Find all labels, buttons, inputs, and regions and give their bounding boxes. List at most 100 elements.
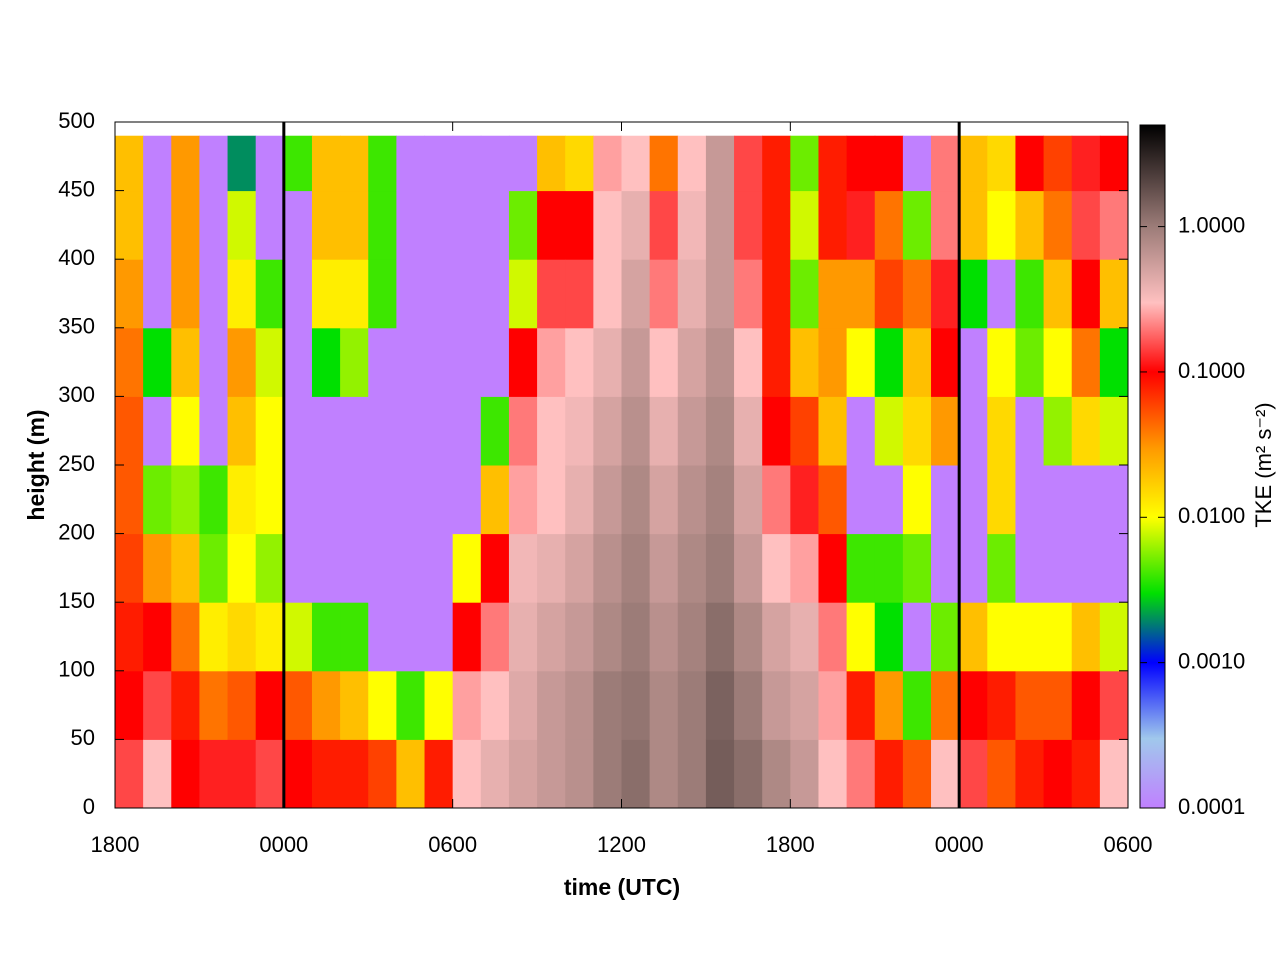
heatmap-cell xyxy=(255,190,285,260)
heatmap-cell xyxy=(874,465,904,535)
heatmap-cell xyxy=(480,465,510,535)
heatmap-cell xyxy=(396,465,426,535)
heatmap-cell xyxy=(846,602,876,672)
heatmap-cell xyxy=(593,602,622,672)
heatmap-cell xyxy=(283,259,313,329)
heatmap-cell xyxy=(452,190,482,260)
heatmap-cell xyxy=(621,670,651,740)
heatmap-cell xyxy=(790,135,819,192)
heatmap-cell xyxy=(677,327,707,397)
heatmap-cell xyxy=(283,739,313,809)
heatmap-cell xyxy=(508,396,538,466)
heatmap-cell xyxy=(1043,190,1073,260)
heatmap-cell xyxy=(987,259,1016,329)
heatmap-cell xyxy=(705,602,735,672)
heatmap-cell xyxy=(734,739,763,809)
heatmap-cell xyxy=(762,602,791,672)
heatmap-cell xyxy=(143,465,172,535)
heatmap-cell xyxy=(734,465,763,535)
heatmap-cell xyxy=(143,190,172,260)
heatmap-cell xyxy=(1043,670,1073,740)
heatmap-cell xyxy=(143,135,172,192)
y-tick-label: 100 xyxy=(58,657,95,682)
heatmap-cell xyxy=(283,396,313,466)
heatmap-cell xyxy=(734,135,763,192)
heatmap-cell xyxy=(340,739,369,809)
heatmap-cell xyxy=(593,739,622,809)
heatmap-cell xyxy=(311,739,341,809)
heatmap-cell xyxy=(227,465,257,535)
heatmap-cell xyxy=(987,670,1016,740)
heatmap-cell xyxy=(1015,190,1045,260)
heatmap-cell xyxy=(452,602,482,672)
heatmap-cell xyxy=(537,465,566,535)
heatmap-cell xyxy=(621,135,651,192)
heatmap-cell xyxy=(452,396,482,466)
heatmap-cell xyxy=(255,135,285,192)
heatmap-cell xyxy=(508,533,538,603)
heatmap-cell xyxy=(537,739,566,809)
heatmap-cell xyxy=(818,259,848,329)
heatmap-cell xyxy=(902,739,932,809)
heatmap-cell xyxy=(340,135,369,192)
heatmap-cell xyxy=(705,135,735,192)
heatmap-cell xyxy=(565,259,594,329)
heatmap-cell xyxy=(705,670,735,740)
heatmap-cell xyxy=(452,533,482,603)
heatmap-cell xyxy=(762,396,791,466)
heatmap-cell xyxy=(734,259,763,329)
heatmap-cell xyxy=(1099,533,1129,603)
heatmap-cell xyxy=(902,396,932,466)
heatmap-cell xyxy=(199,533,229,603)
heatmap-cell xyxy=(1099,602,1129,672)
heatmap-cell xyxy=(649,533,679,603)
heatmap-cell xyxy=(340,190,369,260)
heatmap-cell xyxy=(931,327,960,397)
heatmap-cell xyxy=(734,190,763,260)
y-tick-label: 300 xyxy=(58,382,95,407)
heatmap-cell xyxy=(874,259,904,329)
heatmap-cell xyxy=(1015,259,1045,329)
heatmap-cell xyxy=(311,602,341,672)
heatmap-cell xyxy=(255,327,285,397)
heatmap-cell xyxy=(1043,259,1073,329)
heatmap-cell xyxy=(762,533,791,603)
heatmap-cell xyxy=(480,602,510,672)
heatmap-cell xyxy=(1015,327,1045,397)
heatmap-cell xyxy=(874,602,904,672)
heatmap-cell xyxy=(171,739,200,809)
heatmap-cell xyxy=(368,602,397,672)
colorbar-tick-label: 1.0000 xyxy=(1178,212,1245,237)
heatmap-cell xyxy=(171,327,200,397)
heatmap-cell xyxy=(396,190,426,260)
heatmap-cell xyxy=(931,670,960,740)
heatmap-cell xyxy=(818,190,848,260)
colorbar xyxy=(1139,124,1166,809)
heatmap-cell xyxy=(1071,190,1101,260)
heatmap-cell xyxy=(593,465,622,535)
heatmap-cell xyxy=(1071,135,1101,192)
heatmap-cell xyxy=(705,327,735,397)
heatmap-cell xyxy=(396,670,426,740)
heatmap-cell xyxy=(902,670,932,740)
heatmap-cell xyxy=(424,465,454,535)
heatmap-cell xyxy=(762,190,791,260)
heatmap-cell xyxy=(283,602,313,672)
heatmap-cell xyxy=(480,533,510,603)
heatmap-cell xyxy=(649,670,679,740)
y-tick-label: 0 xyxy=(83,794,95,819)
heatmap-cell xyxy=(790,259,819,329)
heatmap-cell xyxy=(734,396,763,466)
heatmap-cell xyxy=(424,327,454,397)
heatmap-cell xyxy=(705,190,735,260)
heatmap-cell xyxy=(255,465,285,535)
heatmap-cell xyxy=(143,533,172,603)
heatmap-cell xyxy=(1015,533,1045,603)
colorbar-tick-label: 0.0010 xyxy=(1178,648,1245,673)
heatmap-cell xyxy=(959,190,988,260)
heatmap-cell xyxy=(199,739,229,809)
heatmap-cell xyxy=(565,396,594,466)
heatmap-cell xyxy=(705,465,735,535)
heatmap-cell xyxy=(677,739,707,809)
heatmap-cell xyxy=(846,190,876,260)
